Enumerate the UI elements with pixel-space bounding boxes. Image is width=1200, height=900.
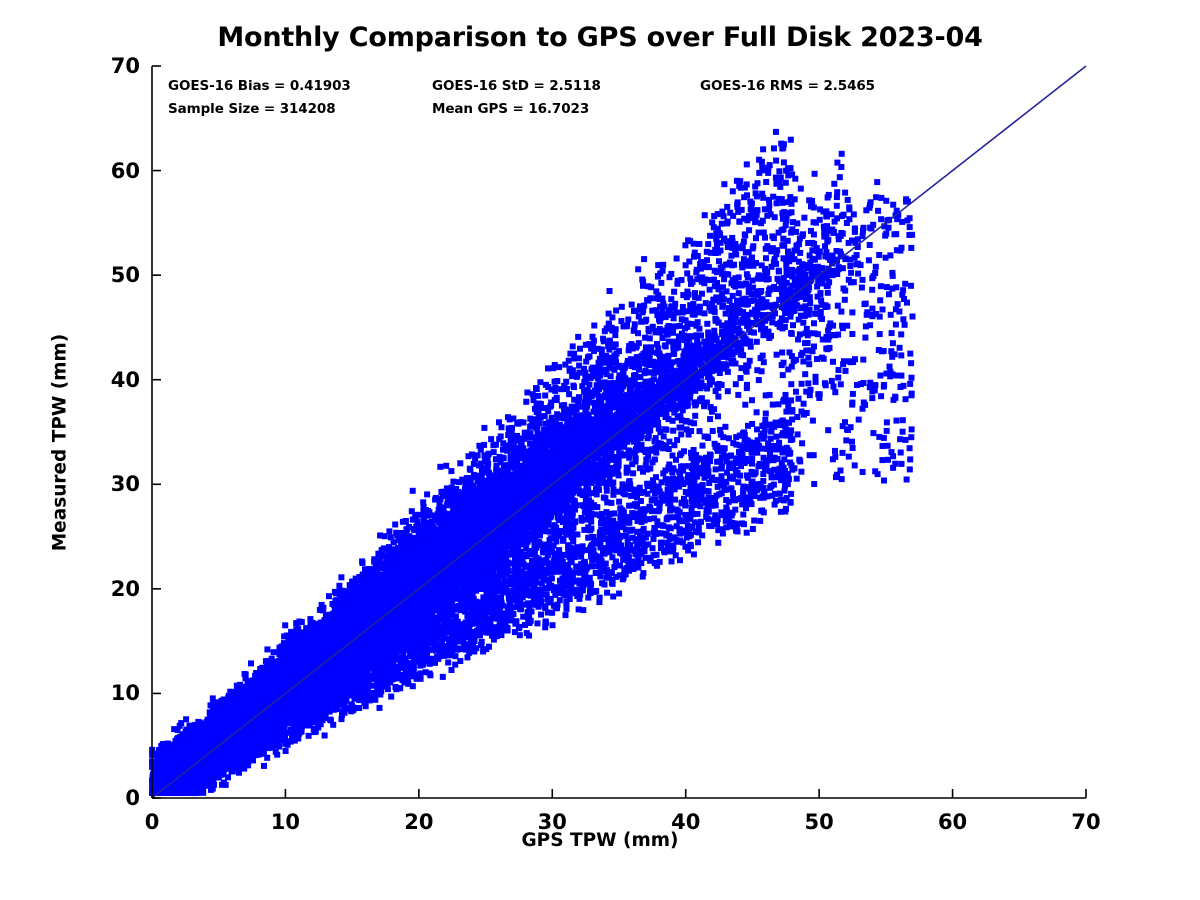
x-tick-label: 0 — [117, 810, 187, 834]
axis-spines — [151, 66, 1086, 799]
axis-tick-marks — [151, 65, 1087, 799]
y-axis-title: Measured TPW (mm) — [50, 233, 71, 653]
annotation-std: GOES-16 StD = 2.5118 — [432, 78, 601, 94]
y-tick-label: 70 — [80, 54, 140, 78]
x-tick-label: 50 — [784, 810, 854, 834]
y-tick-label: 30 — [80, 472, 140, 496]
scatter-points-group — [149, 128, 916, 796]
y-tick-label: 10 — [80, 681, 140, 705]
x-tick-label: 30 — [517, 810, 587, 834]
annotation-sample-size: Sample Size = 314208 — [168, 101, 336, 117]
annotation-mean-gps: Mean GPS = 16.7023 — [432, 101, 589, 117]
x-tick-label: 60 — [918, 810, 988, 834]
x-tick-label: 10 — [250, 810, 320, 834]
annotation-rms: GOES-16 RMS = 2.5465 — [700, 78, 875, 94]
x-tick-label: 70 — [1051, 810, 1121, 834]
y-tick-label: 0 — [80, 786, 140, 810]
x-axis-title: GPS TPW (mm) — [0, 830, 1200, 851]
y-tick-label: 20 — [80, 577, 140, 601]
x-tick-label: 20 — [384, 810, 454, 834]
x-tick-label: 40 — [651, 810, 721, 834]
y-tick-label: 50 — [80, 263, 140, 287]
one-to-one-reference-line — [151, 65, 1087, 799]
page-title: Monthly Comparison to GPS over Full Disk… — [0, 22, 1200, 53]
y-tick-label: 40 — [80, 368, 140, 392]
annotation-bias: GOES-16 Bias = 0.41903 — [168, 78, 351, 94]
y-tick-label: 60 — [80, 159, 140, 183]
